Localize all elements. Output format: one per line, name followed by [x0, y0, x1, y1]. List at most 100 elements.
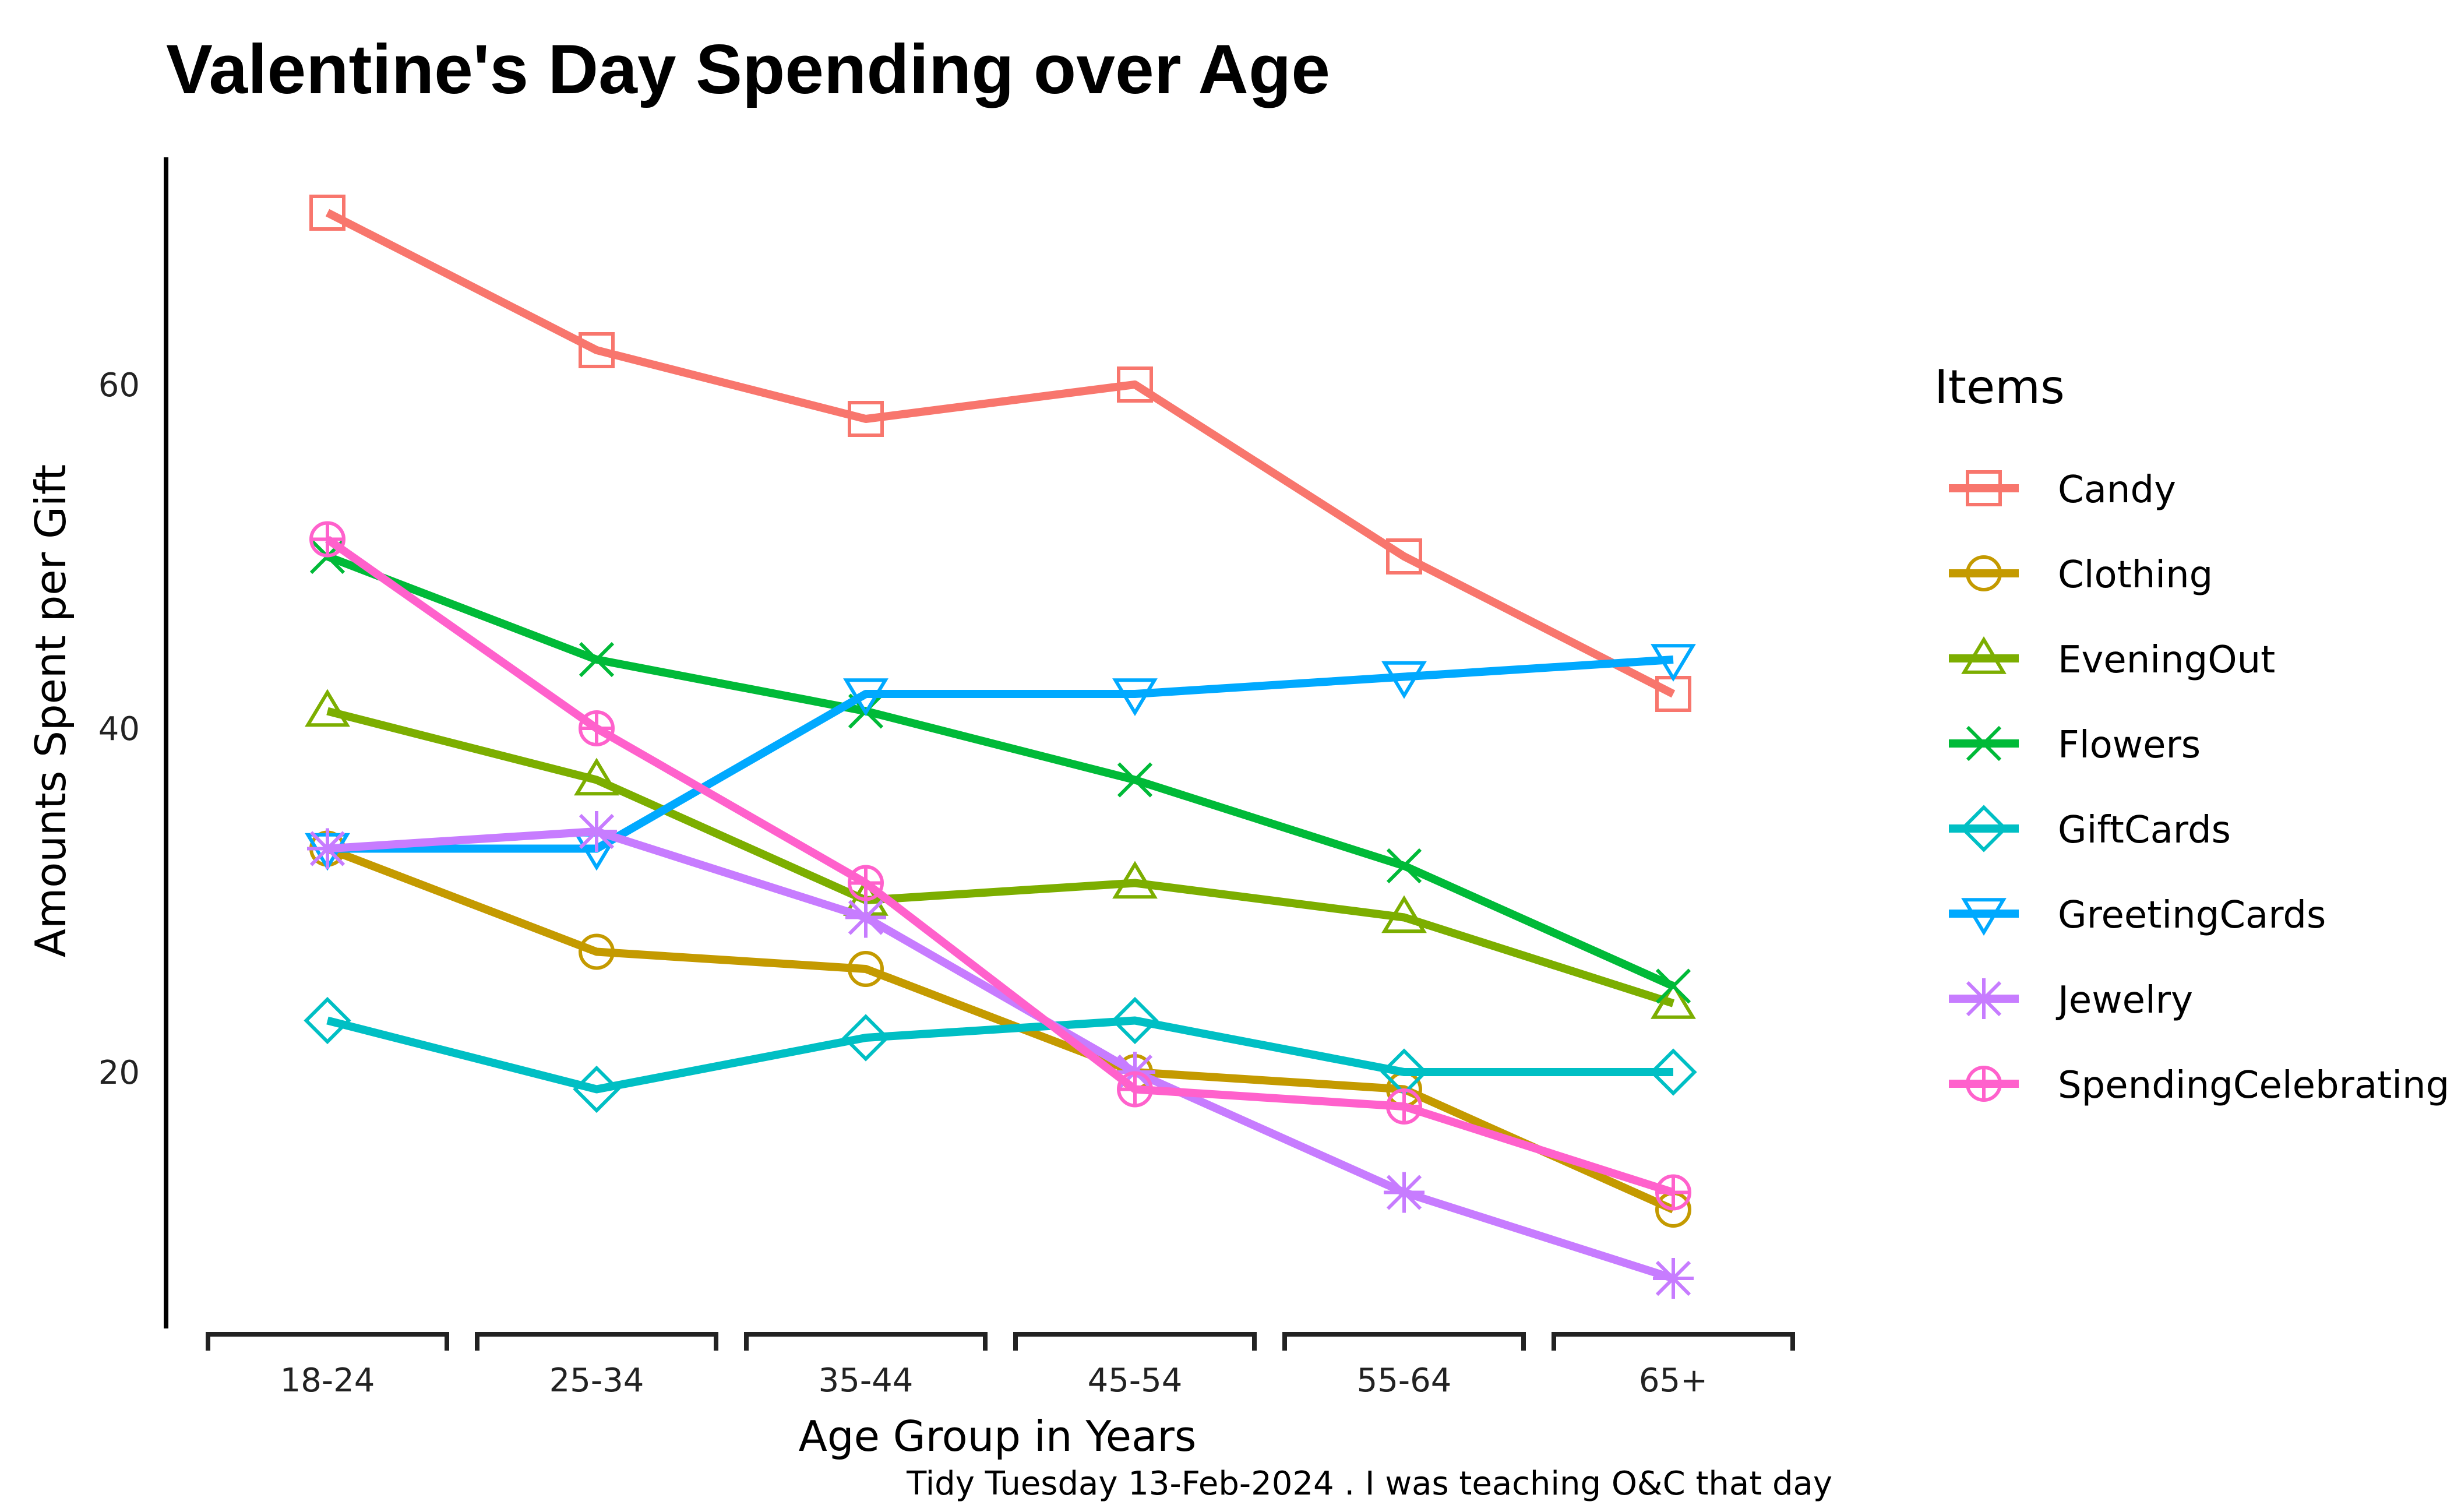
legend-key-marker — [1966, 470, 2002, 506]
legend-label: Clothing — [2058, 554, 2213, 597]
legend-item-greetingcards: GreetingCards — [1949, 894, 2326, 937]
legend-key-marker — [1961, 636, 2007, 674]
legend-label: Flowers — [2058, 724, 2201, 767]
legend-item-eveningout: EveningOut — [1949, 636, 2275, 682]
data-point-greetingcards — [1381, 661, 1427, 699]
data-point-greetingcards — [1112, 678, 1158, 717]
data-point-clothing — [848, 951, 884, 987]
x-tick-label: 45-54 — [1088, 1362, 1183, 1400]
legend-label: SpendingCelebrating — [2058, 1064, 2447, 1107]
series-line-candy — [325, 209, 1676, 698]
series-line-jewelry — [327, 827, 1675, 1282]
legend-key-marker — [1960, 805, 2008, 852]
data-point-spendingcelebrating — [1117, 1071, 1153, 1108]
y-axis-ticks: 20 40 60 — [98, 366, 140, 1092]
data-point-candy — [848, 401, 884, 437]
x-tick-label: 65+ — [1639, 1362, 1708, 1400]
series-flowers — [309, 538, 1691, 1004]
data-point-spendingcelebrating — [579, 710, 615, 746]
data-point-eveningout — [574, 757, 619, 796]
legend-item-jewelry: Jewelry — [1949, 978, 2193, 1022]
legend-key-marker — [1966, 555, 2002, 591]
data-point-flowers — [579, 642, 615, 678]
data-point-eveningout — [1381, 895, 1427, 933]
legend-label: GreetingCards — [2058, 894, 2326, 937]
y-axis-title: Amounts Spent per Gift — [26, 464, 75, 957]
legend-title: Items — [1934, 360, 2065, 414]
legend-key-marker — [1966, 1066, 2002, 1102]
series-giftcards — [304, 996, 1697, 1113]
data-point-flowers — [1655, 968, 1691, 1004]
series-eveningout — [305, 689, 1696, 1019]
y-tick-label: 40 — [98, 710, 140, 748]
y-tick-label: 60 — [98, 366, 140, 404]
series-spendingcelebrating — [309, 521, 1691, 1211]
series-jewelry — [307, 811, 1694, 1299]
data-point-candy — [1386, 538, 1422, 575]
chart-title: Valentine's Day Spending over Age — [166, 30, 1330, 108]
data-point-jewelry — [845, 897, 886, 938]
caption: Tidy Tuesday 13-Feb-2024 . I was teachin… — [906, 1465, 1832, 1503]
series-line-giftcards — [326, 1016, 1673, 1094]
x-axis-title: Age Group in Years — [799, 1412, 1197, 1461]
x-tick-label: 25-34 — [549, 1362, 644, 1400]
legend-label: GiftCards — [2058, 809, 2231, 852]
legend-item-giftcards: GiftCards — [1949, 805, 2231, 852]
data-point-jewelry — [307, 828, 348, 869]
data-point-giftcards — [1649, 1048, 1697, 1096]
x-axis-bracket — [206, 1332, 449, 1351]
data-point-giftcards — [573, 1065, 620, 1113]
data-point-eveningout — [1651, 981, 1696, 1019]
data-point-greetingcards — [843, 678, 888, 717]
data-point-giftcards — [842, 1014, 890, 1062]
data-point-eveningout — [305, 689, 350, 727]
data-point-eveningout — [1112, 861, 1158, 899]
series-line-greetingcards — [327, 655, 1674, 853]
series-line-clothing — [326, 844, 1675, 1214]
data-point-greetingcards — [1651, 644, 1696, 682]
x-axis-bracket — [1282, 1332, 1526, 1351]
legend-item-candy: Candy — [1949, 468, 2176, 512]
x-tick-label: 35-44 — [819, 1362, 914, 1400]
series-line-spendingcelebrating — [325, 535, 1675, 1197]
legend-item-clothing: Clothing — [1949, 554, 2213, 597]
x-axis-bracket — [475, 1332, 718, 1351]
data-point-giftcards — [1111, 996, 1159, 1045]
data-point-spendingcelebrating — [848, 865, 884, 901]
x-axis-bracket — [744, 1332, 988, 1351]
legend-item-spendingcelebrating: SpendingCelebrating — [1949, 1064, 2447, 1107]
legend-label: Jewelry — [2055, 979, 2193, 1022]
legend-key-marker — [1966, 725, 2002, 762]
legend-item-flowers: Flowers — [1949, 724, 2201, 767]
series-greetingcards — [305, 644, 1696, 871]
series-layer — [304, 195, 1697, 1299]
data-point-candy — [1117, 366, 1153, 403]
x-axis-bracket — [1552, 1332, 1795, 1351]
data-point-jewelry — [576, 811, 617, 852]
data-point-candy — [579, 332, 615, 368]
legend-label: Candy — [2058, 468, 2176, 512]
data-point-flowers — [1117, 762, 1153, 798]
x-tick-label: 18-24 — [280, 1362, 375, 1400]
data-point-candy — [309, 195, 345, 231]
data-point-spendingcelebrating — [1386, 1088, 1422, 1125]
data-point-spendingcelebrating — [1655, 1174, 1691, 1211]
y-tick-label: 20 — [98, 1054, 140, 1092]
series-line-flowers — [326, 552, 1675, 990]
legend-key-marker — [1961, 898, 2007, 936]
legend: Items Candy Clothing EveningOut Flowers Gift… — [1934, 360, 2447, 1107]
data-point-jewelry — [1653, 1258, 1694, 1299]
x-tick-label: 55-64 — [1357, 1362, 1452, 1400]
x-axis: 18-24 25-34 35-44 45-54 55-64 65+ — [206, 1332, 1795, 1400]
data-point-jewelry — [1384, 1172, 1425, 1213]
data-point-giftcards — [304, 996, 351, 1045]
series-candy — [309, 195, 1691, 712]
series-line-eveningout — [326, 707, 1675, 1007]
x-axis-bracket — [1013, 1332, 1257, 1351]
legend-key-marker — [1963, 978, 2004, 1019]
data-point-flowers — [1386, 848, 1422, 884]
legend-label: EveningOut — [2058, 639, 2275, 682]
data-point-spendingcelebrating — [309, 521, 345, 558]
data-point-clothing — [579, 933, 615, 970]
